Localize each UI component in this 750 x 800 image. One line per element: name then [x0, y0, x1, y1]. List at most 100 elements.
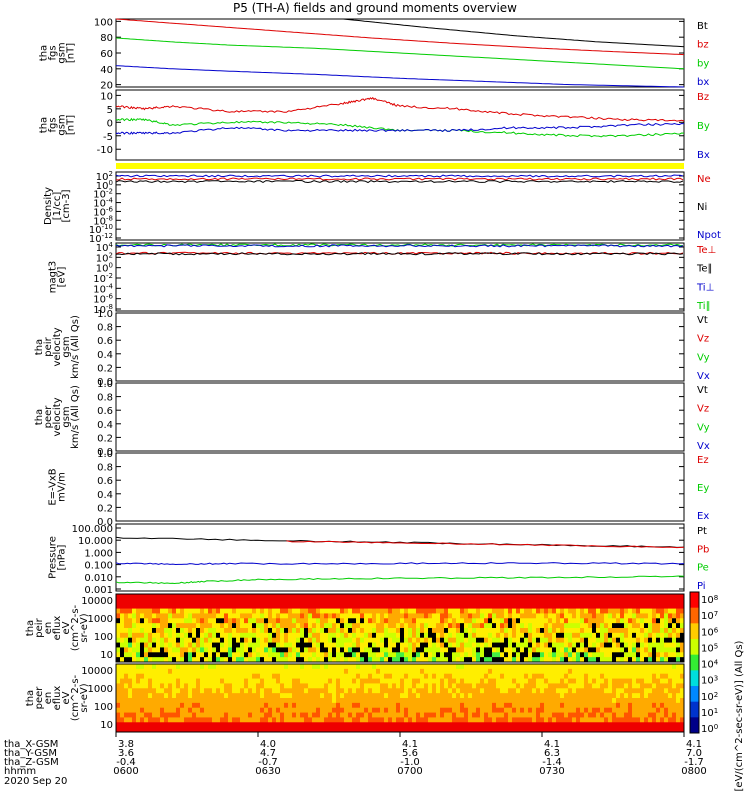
heatmap-cell — [588, 722, 592, 728]
heatmap-cell — [668, 678, 672, 684]
heatmap-cell — [260, 628, 264, 634]
heatmap-cell — [128, 637, 132, 644]
heatmap-cell — [464, 623, 468, 629]
heatmap-cell — [260, 727, 264, 733]
heatmap-cell — [392, 647, 396, 653]
heatmap-cell — [560, 657, 564, 663]
heatmap-cell — [276, 698, 280, 704]
heatmap-cell — [372, 717, 376, 723]
heatmap-cell — [248, 657, 252, 663]
heatmap-cell — [528, 722, 532, 728]
heatmap-cell — [576, 698, 580, 704]
heatmap-cell — [624, 657, 628, 663]
heatmap-cell — [384, 594, 388, 600]
heatmap-cell — [648, 678, 652, 684]
heatmap-cell — [212, 594, 216, 600]
heatmap-cell — [128, 618, 132, 624]
heatmap-cell — [308, 598, 312, 605]
heatmap-cell — [544, 702, 548, 709]
heatmap-cell — [188, 717, 192, 723]
heatmap-cell — [196, 623, 200, 629]
heatmap-cell — [224, 678, 228, 684]
heatmap-cell — [520, 722, 524, 728]
heatmap-cell — [652, 628, 656, 634]
heatmap-cell — [572, 632, 576, 639]
heatmap-cell — [512, 613, 516, 619]
heatmap-cell — [268, 623, 272, 629]
heatmap-cell — [648, 637, 652, 644]
heatmap-cell — [284, 668, 288, 675]
heatmap-cell — [448, 657, 452, 663]
heatmap-cell — [344, 618, 348, 624]
heatmap-cell — [604, 632, 608, 639]
heatmap-cell — [516, 652, 520, 658]
heatmap-cell — [588, 693, 592, 699]
heatmap-cell — [256, 618, 260, 624]
heatmap-cell — [532, 673, 536, 680]
heatmap-cell — [384, 673, 388, 680]
heatmap-cell — [644, 657, 648, 663]
heatmap-cell — [148, 632, 152, 639]
heatmap-cell — [616, 652, 620, 658]
heatmap-cell — [304, 727, 308, 733]
heatmap-cell — [440, 702, 444, 709]
heatmap-cell — [436, 712, 440, 718]
heatmap-cell — [576, 693, 580, 699]
heatmap-cell — [456, 664, 460, 670]
heatmap-cell — [560, 598, 564, 605]
heatmap-cell — [540, 647, 544, 653]
heatmap-cell — [680, 598, 684, 605]
heatmap-cell — [116, 693, 120, 699]
heatmap-cell — [184, 702, 188, 709]
heatmap-cell — [352, 613, 356, 619]
panel-5-legend-Vy: Vy — [697, 422, 710, 433]
heatmap-cell — [420, 712, 424, 718]
heatmap-cell — [196, 707, 200, 714]
panel-3-ytick-label: 100 — [96, 262, 113, 275]
heatmap-cell — [372, 594, 376, 600]
heatmap-cell — [260, 623, 264, 629]
heatmap-cell — [292, 657, 296, 663]
heatmap-cell — [296, 693, 300, 699]
heatmap-cell — [348, 657, 352, 663]
heatmap-cell — [656, 683, 660, 689]
heatmap-cell — [408, 707, 412, 714]
heatmap-cell — [432, 642, 436, 648]
heatmap-cell — [396, 657, 400, 663]
heatmap-cell — [220, 707, 224, 714]
heatmap-cell — [172, 727, 176, 733]
heatmap-cell — [532, 707, 536, 714]
heatmap-cell — [652, 702, 656, 709]
heatmap-cell — [248, 613, 252, 619]
heatmap-cell — [544, 668, 548, 675]
heatmap-cell — [636, 623, 640, 629]
heatmap-cell — [312, 722, 316, 728]
heatmap-cell — [132, 668, 136, 675]
heatmap-cell — [224, 702, 228, 709]
heatmap-cell — [372, 727, 376, 733]
heatmap-cell — [148, 664, 152, 670]
heatmap-cell — [292, 628, 296, 634]
heatmap-cell — [196, 668, 200, 675]
heatmap-cell — [528, 603, 532, 610]
heatmap-cell — [128, 664, 132, 670]
heatmap-cell — [156, 603, 160, 610]
heatmap-cell — [356, 628, 360, 634]
heatmap-cell — [168, 727, 172, 733]
heatmap-cell — [316, 594, 320, 600]
heatmap-cell — [232, 623, 236, 629]
heatmap-cell — [424, 618, 428, 624]
heatmap-cell — [360, 698, 364, 704]
heatmap-cell — [192, 707, 196, 714]
panel-3-ytick-label: 10-2 — [93, 272, 113, 285]
heatmap-cell — [128, 657, 132, 663]
heatmap-cell — [308, 628, 312, 634]
heatmap-cell — [628, 702, 632, 709]
heatmap-cell — [120, 727, 124, 733]
heatmap-cell — [444, 632, 448, 639]
panel-7-legend-Pt: Pt — [697, 526, 707, 537]
heatmap-cell — [164, 613, 168, 619]
heatmap-cell — [436, 727, 440, 733]
heatmap-cell — [496, 693, 500, 699]
heatmap-cell — [436, 707, 440, 714]
